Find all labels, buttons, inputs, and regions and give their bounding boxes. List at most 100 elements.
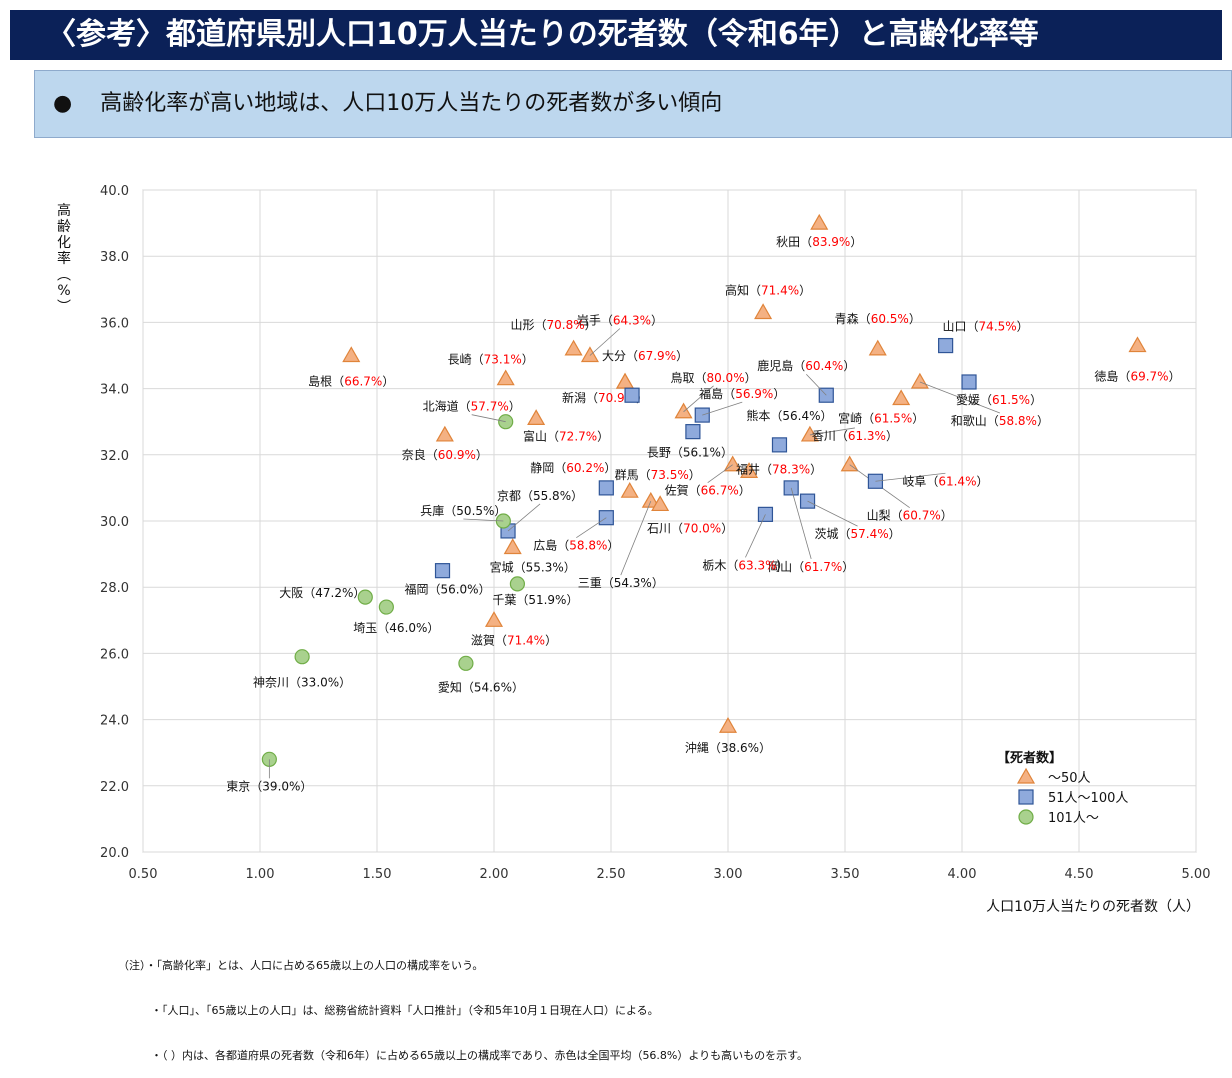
- leader-line: [507, 503, 541, 532]
- point-label: 広島（58.8%）: [533, 538, 619, 553]
- leader-line: [875, 472, 946, 482]
- triangle-marker: [503, 538, 522, 555]
- point-label: 長崎（73.1%）: [448, 353, 534, 367]
- point-label: 熊本（56.4%）: [746, 408, 832, 423]
- page-title: 〈参考〉都道府県別人口10万人当たりの死者数（令和6年）と高齢化率等: [46, 17, 1039, 52]
- leader-line: [707, 464, 733, 484]
- leader-line: [589, 328, 621, 356]
- note-line: ・「人口」、「65歳以上の人口」は、総務省統計資料「人口推計」（令和5年10月１…: [118, 1004, 659, 1017]
- point-label: 福島（56.9%）: [699, 386, 785, 401]
- point-label: 富山（72.7%）: [523, 428, 609, 443]
- point-label: 東京（39.0%）: [226, 779, 312, 793]
- x-tick-label: 3.00: [714, 867, 743, 882]
- point-label: 石川（70.0%）: [647, 521, 733, 535]
- triangle-marker: [484, 611, 504, 627]
- point-label: 香川（61.3%）: [812, 429, 898, 443]
- y-axis-label: 高齢化率︵% ︶: [57, 202, 71, 315]
- circle-marker: [357, 589, 373, 605]
- point-label: 三重（54.3%）: [578, 576, 664, 590]
- triangle-marker: [641, 491, 660, 508]
- triangle-marker: [740, 462, 759, 478]
- square-marker: [961, 374, 977, 390]
- square-marker: [624, 387, 640, 403]
- point-label: 岩手（64.3%）: [577, 313, 663, 328]
- leader-line: [463, 518, 504, 522]
- leader-line: [809, 427, 855, 436]
- point-label: 鹿児島（60.4%）: [757, 358, 855, 373]
- point-label: 福岡（56.0%）: [404, 582, 490, 597]
- y-tick-label: 30.0: [100, 515, 129, 530]
- point-label: 鳥取（80.0%）: [670, 370, 756, 385]
- point-label: 北海道（57.7%）: [423, 399, 521, 414]
- triangle-marker: [910, 372, 929, 389]
- y-tick-label: 20.0: [100, 846, 129, 861]
- triangle-marker: [527, 409, 546, 425]
- title-bar: 〈参考〉都道府県別人口10万人当たりの死者数（令和6年）と高齢化率等: [10, 10, 1222, 60]
- y-tick-label: 40.0: [100, 184, 129, 199]
- point-label: 徳島（69.7%）: [1094, 369, 1180, 384]
- subtitle: ● 高齢化率が高い地域は、人口10万人当たりの死者数が多い傾向: [53, 89, 722, 119]
- x-axis-label: 人口10万人当たりの死者数（人）: [986, 899, 1200, 915]
- subtitle-text: 高齢化率が高い地域は、人口10万人当たりの死者数が多い傾向: [100, 91, 723, 116]
- triangle-marker: [496, 369, 515, 386]
- triangle-marker: [868, 339, 887, 356]
- point-label: 大阪（47.2%）: [279, 586, 365, 600]
- triangle-marker: [1016, 767, 1036, 784]
- point-label: 長野（56.1%）: [647, 446, 733, 460]
- triangle-marker: [435, 425, 454, 442]
- point-label: 岡山（61.7%）: [768, 560, 854, 574]
- leader-line: [576, 517, 607, 539]
- point-label: 愛知（54.6%）: [438, 680, 524, 694]
- x-tick-label: 0.50: [129, 867, 158, 882]
- point-label: 奈良（60.9%）: [402, 447, 488, 462]
- square-marker: [434, 563, 451, 579]
- point-label: 岐阜（61.4%）: [902, 474, 988, 488]
- point-label: 神奈川（33.0%）: [253, 676, 351, 690]
- y-tick-label: 28.0: [100, 581, 129, 596]
- circle-marker: [294, 649, 310, 665]
- leader-line: [745, 514, 766, 558]
- leader-line: [805, 373, 827, 396]
- point-label: 宮崎（61.5%）: [838, 411, 924, 426]
- point-label: 山形（70.8%）: [510, 318, 596, 332]
- x-tick-label: 4.00: [948, 867, 977, 882]
- point-label: 山口（74.5%）: [943, 320, 1029, 334]
- triangle-marker: [616, 372, 635, 389]
- square-marker: [938, 337, 954, 354]
- legend-label: 51人～100人: [1048, 791, 1128, 806]
- subtitle-box: ● 高齢化率が高い地域は、人口10万人当たりの死者数が多い傾向: [34, 70, 1232, 138]
- square-marker: [1018, 789, 1034, 805]
- point-label: 青森（60.5%）: [835, 311, 921, 326]
- legend-title: 【死者数】: [997, 750, 1062, 766]
- triangle-marker: [810, 213, 829, 230]
- leader-line: [790, 487, 812, 560]
- leader-line: [807, 500, 858, 527]
- x-tick-label: 2.50: [597, 867, 626, 882]
- point-label: 高知（71.4%）: [725, 282, 811, 297]
- triangle-marker: [718, 717, 738, 733]
- circle-marker: [458, 655, 474, 671]
- legend-label: 101人～: [1048, 811, 1099, 826]
- y-tick-label: 38.0: [100, 250, 129, 265]
- leader-line: [471, 414, 506, 423]
- point-label: 宮城（55.3%）: [490, 559, 576, 574]
- x-tick-label: 5.00: [1182, 867, 1211, 882]
- leader-line: [702, 401, 743, 416]
- footnotes: （注）・「高齢化率」とは、人口に占める65歳以上の人口の構成率をいう。 ・「人口…: [118, 928, 808, 1078]
- x-tick-label: 3.50: [831, 867, 860, 882]
- circle-marker: [1018, 809, 1034, 825]
- point-label: 千葉（51.9%）: [492, 593, 578, 607]
- note-line: （注）・「高齢化率」とは、人口に占める65歳以上の人口の構成率をいう。: [118, 959, 484, 972]
- leader-line: [683, 385, 714, 413]
- y-tick-label: 24.0: [100, 714, 129, 729]
- note-line: ・（ ）内は、各都道府県の死者数（令和6年）に占める65歳以上の構成率であり、赤…: [118, 1049, 809, 1062]
- point-label: 沖縄（38.6%）: [685, 740, 771, 755]
- triangle-marker: [580, 346, 599, 363]
- point-label: 埼玉（46.0%）: [353, 621, 439, 635]
- point-label: 大分（67.9%）: [602, 349, 688, 363]
- triangle-marker: [754, 303, 773, 320]
- point-label: 群馬（73.5%）: [615, 468, 701, 482]
- square-marker: [771, 437, 788, 453]
- triangle-marker: [892, 389, 911, 406]
- x-tick-label: 2.00: [480, 867, 509, 882]
